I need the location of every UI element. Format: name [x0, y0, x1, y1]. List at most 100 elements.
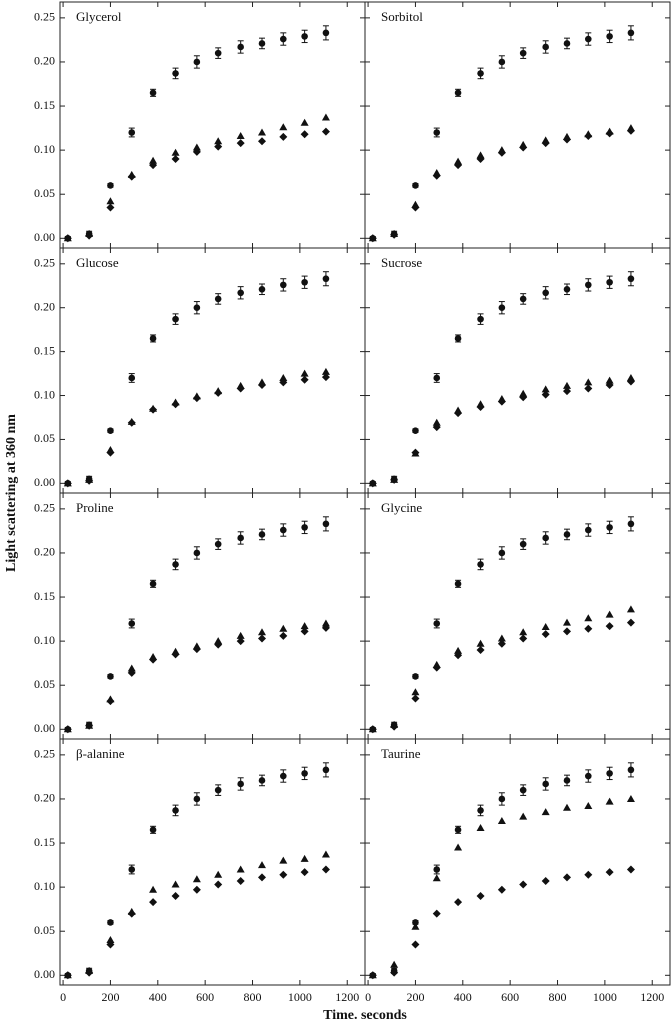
point — [258, 531, 266, 538]
point — [585, 281, 592, 289]
point — [605, 129, 614, 138]
point — [127, 668, 136, 677]
point — [321, 367, 330, 375]
y-tick-label: 0.20 — [34, 545, 55, 559]
point — [149, 156, 158, 164]
point — [192, 147, 201, 156]
point — [584, 614, 593, 622]
point — [390, 230, 399, 239]
point — [432, 171, 441, 180]
point — [85, 721, 94, 730]
point — [280, 35, 287, 43]
point — [562, 387, 571, 396]
point — [454, 898, 463, 907]
point — [279, 624, 288, 632]
point — [257, 628, 266, 636]
point — [605, 868, 614, 877]
point — [301, 33, 308, 40]
point — [192, 875, 201, 883]
point — [279, 123, 288, 131]
point — [257, 137, 266, 146]
point — [454, 646, 463, 654]
point — [127, 664, 136, 672]
point — [563, 531, 571, 538]
y-tick-label: 0.15 — [34, 343, 55, 357]
point — [454, 651, 463, 660]
y-tick-label: 0.05 — [34, 677, 55, 691]
point — [300, 868, 309, 877]
point — [476, 824, 485, 832]
point — [106, 197, 115, 205]
y-tick-label: 0.05 — [34, 923, 55, 937]
point — [236, 865, 245, 873]
point — [149, 161, 158, 170]
y-tick-label: 0.20 — [34, 299, 55, 313]
point — [497, 639, 506, 648]
point — [106, 940, 115, 949]
point — [258, 777, 266, 784]
point — [497, 148, 506, 157]
point — [127, 418, 136, 427]
point — [412, 427, 419, 434]
point — [280, 526, 287, 534]
point — [626, 865, 635, 874]
point — [477, 561, 484, 568]
point — [584, 624, 593, 633]
point — [541, 876, 550, 885]
point — [85, 968, 94, 977]
point — [172, 561, 179, 568]
point — [149, 826, 157, 834]
point — [149, 885, 158, 893]
point — [214, 295, 222, 303]
point — [149, 580, 157, 588]
y-tick-label: 0.15 — [34, 589, 55, 603]
point — [171, 650, 180, 659]
point — [627, 766, 635, 774]
point — [605, 610, 614, 618]
point — [476, 891, 485, 900]
x-tick-label: 800 — [244, 990, 262, 1004]
point — [541, 623, 550, 631]
panel-frame — [59, 492, 366, 740]
x-tick-label: 1200 — [640, 990, 664, 1004]
point — [300, 627, 309, 636]
point — [562, 627, 571, 636]
point — [432, 423, 441, 432]
point — [107, 673, 114, 680]
point — [498, 549, 506, 557]
point — [193, 795, 201, 803]
point — [433, 620, 441, 627]
y-tick-label: 0.05 — [34, 431, 55, 445]
point — [107, 427, 114, 434]
point — [149, 89, 157, 97]
point — [258, 285, 266, 293]
point — [585, 526, 592, 534]
point — [542, 534, 549, 542]
point — [214, 637, 223, 645]
point — [519, 393, 528, 402]
point — [106, 203, 115, 212]
point — [476, 154, 485, 163]
y-tick-label: 0.00 — [34, 967, 55, 981]
point — [432, 874, 441, 882]
point — [106, 936, 115, 944]
point — [193, 549, 201, 557]
point — [280, 772, 287, 780]
y-tick-label: 0.00 — [34, 475, 55, 489]
point — [237, 289, 244, 297]
point — [563, 40, 571, 47]
point — [497, 634, 506, 642]
point — [128, 620, 136, 627]
point — [411, 448, 420, 457]
point — [584, 384, 593, 393]
point — [279, 373, 288, 381]
point — [321, 373, 330, 382]
panel-frame — [364, 247, 671, 494]
point — [257, 873, 266, 882]
point — [237, 534, 244, 542]
point — [454, 157, 463, 165]
panel-title: Glucose — [76, 255, 119, 270]
point — [432, 663, 441, 672]
point — [279, 856, 288, 864]
point — [433, 129, 441, 136]
